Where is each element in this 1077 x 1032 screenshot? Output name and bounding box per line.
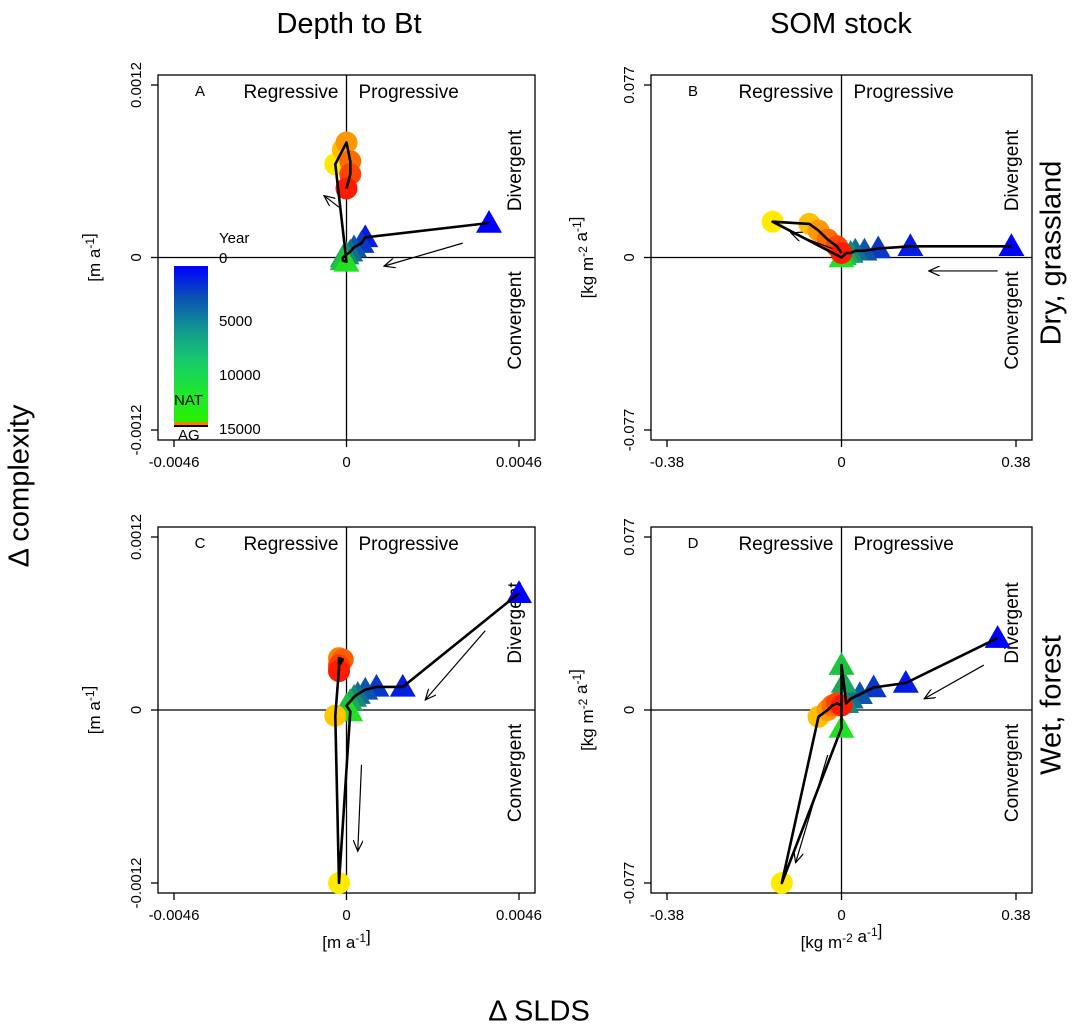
y-tick-label: -0.077 xyxy=(621,409,638,452)
legend-ag-line xyxy=(174,425,208,427)
direction-arrow xyxy=(791,233,833,250)
trajectory-line xyxy=(334,592,520,885)
legend-ag-label: AG xyxy=(178,427,200,444)
quadrant-label-convergent: Convergent xyxy=(1002,271,1023,370)
legend: Year 0 5000 10000 15000 NAT AG xyxy=(174,230,261,444)
panel-c: -0.0046 0 0.0046 -0.0012 0 0.0012 [m a-1] [m a-… xyxy=(79,514,542,952)
quadrant-label-regressive: Regressive xyxy=(738,82,833,103)
x-tick-label: 0 xyxy=(837,907,845,924)
quadrant-label-regressive: Regressive xyxy=(243,82,338,103)
quadrant-label-convergent: Convergent xyxy=(1002,723,1023,822)
quadrant-label-convergent: Convergent xyxy=(505,723,526,822)
trajectory-line xyxy=(771,220,1012,259)
x-tick-label: 0 xyxy=(342,454,350,471)
x-axis-title: Δ SLDS xyxy=(488,995,590,1028)
y-tick-label: 0.077 xyxy=(621,518,638,556)
y-unit-label: [m a-1] xyxy=(79,686,104,734)
column-title-depth-to-bt: Depth to Bt xyxy=(276,8,422,40)
panel-b: -0.38 0 0.38 -0.077 0 0.077 [kg m-2 a-1] B Regre… xyxy=(566,66,1033,471)
panel-a: -0.0046 0 0.0046 -0.0012 0 0.0012 [m a-1] A Regr… xyxy=(79,62,542,471)
panel-letter: A xyxy=(195,83,205,100)
y-tick-label: -0.0012 xyxy=(128,405,145,456)
legend-tick-label: 15000 xyxy=(219,421,261,438)
legend-tick-label: 5000 xyxy=(219,313,252,330)
ag-point-circle xyxy=(830,242,853,265)
x-tick-label: -0.38 xyxy=(650,454,684,471)
x-tick-label: 0.0046 xyxy=(496,454,542,471)
nat-point-triangle xyxy=(892,670,919,693)
direction-arrow xyxy=(924,664,985,699)
panel-letter: B xyxy=(688,83,698,100)
direction-arrow xyxy=(358,764,362,852)
y-tick-label: 0 xyxy=(128,706,145,714)
trajectory-line xyxy=(780,636,999,885)
y-tick-label: -0.077 xyxy=(621,862,638,905)
quadrant-label-progressive: Progressive xyxy=(854,82,954,103)
panel-letter: D xyxy=(688,535,699,552)
direction-arrow xyxy=(425,630,486,700)
panel-letter: C xyxy=(195,535,206,552)
y-unit-label: [kg m-2 a-1] xyxy=(566,669,597,751)
x-tick-label: -0.0046 xyxy=(149,454,200,471)
y-tick-label: 0 xyxy=(128,253,145,261)
y-tick-label: 0.0012 xyxy=(128,62,145,108)
y-tick-label: 0 xyxy=(621,706,638,714)
nat-point-triangle xyxy=(476,210,502,233)
quadrant-label-divergent: Divergent xyxy=(505,129,526,211)
x-tick-label: 0.0046 xyxy=(496,907,542,924)
quadrant-label-divergent: Divergent xyxy=(1002,582,1023,664)
direction-arrow xyxy=(796,754,829,863)
legend-colorbar xyxy=(174,266,208,422)
legend-tick-label: 10000 xyxy=(219,367,261,384)
quadrant-label-divergent: Divergent xyxy=(1002,129,1023,211)
panel-d: -0.38 0 0.38 -0.077 0 0.077 [kg m-2 a-1] [kg m-… xyxy=(566,518,1033,952)
x-tick-label: 0 xyxy=(837,454,845,471)
trajectory-line xyxy=(334,141,490,264)
y-tick-label: 0 xyxy=(621,253,638,261)
nat-point-triangle xyxy=(828,652,855,675)
column-title-som-stock: SOM stock xyxy=(770,8,912,40)
legend-nat-label: NAT xyxy=(174,392,203,409)
x-tick-label: 0.38 xyxy=(1001,907,1030,924)
nat-point-triangle xyxy=(897,233,924,257)
x-tick-label: -0.0046 xyxy=(149,907,200,924)
direction-arrow xyxy=(324,196,340,208)
y-tick-label: 0.0012 xyxy=(128,514,145,560)
quadrant-label-regressive: Regressive xyxy=(738,534,833,555)
quadrant-label-convergent: Convergent xyxy=(505,271,526,370)
legend-ag-bar xyxy=(174,422,208,425)
quadrant-label-regressive: Regressive xyxy=(243,534,338,555)
legend-tick-label: 0 xyxy=(219,250,227,267)
y-unit-label: [m a-1] xyxy=(79,233,104,281)
x-tick-label: 0 xyxy=(342,907,350,924)
legend-title: Year xyxy=(219,230,249,247)
quadrant-label-progressive: Progressive xyxy=(359,534,459,555)
y-tick-label: 0.077 xyxy=(621,66,638,104)
direction-arrow xyxy=(384,242,463,266)
x-tick-label: -0.38 xyxy=(650,907,684,924)
x-tick-label: 0.38 xyxy=(1001,454,1030,471)
x-unit-label: [kg m-2 a-1] xyxy=(801,921,883,952)
quadrant-label-progressive: Progressive xyxy=(854,534,954,555)
y-unit-label: [kg m-2 a-1] xyxy=(566,217,597,299)
quadrant-label-progressive: Progressive xyxy=(359,82,459,103)
y-tick-label: -0.0012 xyxy=(128,858,145,909)
nat-point-triangle xyxy=(998,233,1025,257)
x-unit-label: [m a-1] xyxy=(322,927,370,952)
